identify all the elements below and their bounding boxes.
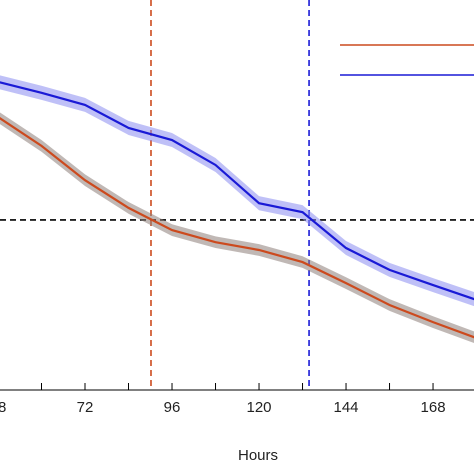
x-tick-label: 48 — [0, 399, 6, 416]
x-tick-label: 120 — [247, 399, 272, 416]
x-axis-label: Hours — [238, 447, 278, 464]
series-line — [0, 117, 474, 339]
x-tick-label: 96 — [164, 399, 181, 416]
series-line — [0, 81, 474, 301]
confidence-band — [0, 75, 474, 307]
confidence-band — [0, 112, 474, 344]
x-tick-label: 168 — [421, 399, 446, 416]
x-tick-label: 144 — [334, 399, 359, 416]
x-tick-label: 72 — [77, 399, 94, 416]
